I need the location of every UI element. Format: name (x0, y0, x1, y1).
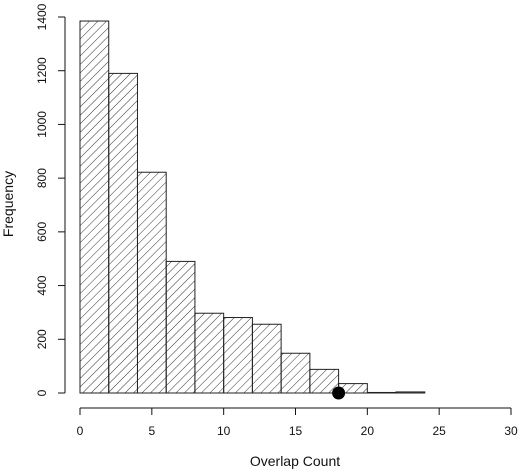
histogram-bar (251, 323, 282, 394)
y-tick-label: 200 (35, 329, 49, 349)
histogram-bar (395, 391, 426, 394)
x-axis-title: Overlap Count (250, 453, 340, 469)
histogram-bar (280, 352, 311, 394)
y-axis-title: Frequency (0, 171, 16, 237)
y-tick-label: 1000 (35, 111, 49, 138)
histogram-bar (366, 391, 397, 394)
y-axis: 0 200 400 600 800 1000 1200 1400 (35, 3, 66, 396)
histogram-bar (79, 20, 110, 394)
histogram-bar (309, 368, 340, 394)
histogram-bar (108, 72, 138, 394)
y-tick-label: 1200 (35, 57, 49, 84)
histogram-bar (165, 260, 196, 394)
marker-layer (332, 386, 346, 400)
observed-value-marker (332, 386, 346, 400)
histogram-bar (223, 317, 253, 394)
y-tick-label: 800 (35, 168, 49, 188)
x-tick-label: 10 (217, 424, 231, 438)
x-axis: 0 5 10 15 20 25 30 (77, 407, 518, 438)
histogram-bar (136, 171, 167, 394)
bars-group (79, 20, 426, 394)
x-tick-label: 25 (432, 424, 446, 438)
x-tick-label: 30 (504, 424, 518, 438)
y-tick-label: 600 (35, 222, 49, 242)
histogram-bar (194, 312, 225, 394)
y-tick-label: 400 (35, 275, 49, 295)
y-tick-label: 0 (35, 389, 49, 396)
x-tick-label: 15 (289, 424, 303, 438)
x-tick-label: 20 (361, 424, 375, 438)
x-tick-label: 5 (148, 424, 155, 438)
y-tick-label: 1400 (35, 3, 49, 30)
x-tick-label: 0 (77, 424, 84, 438)
